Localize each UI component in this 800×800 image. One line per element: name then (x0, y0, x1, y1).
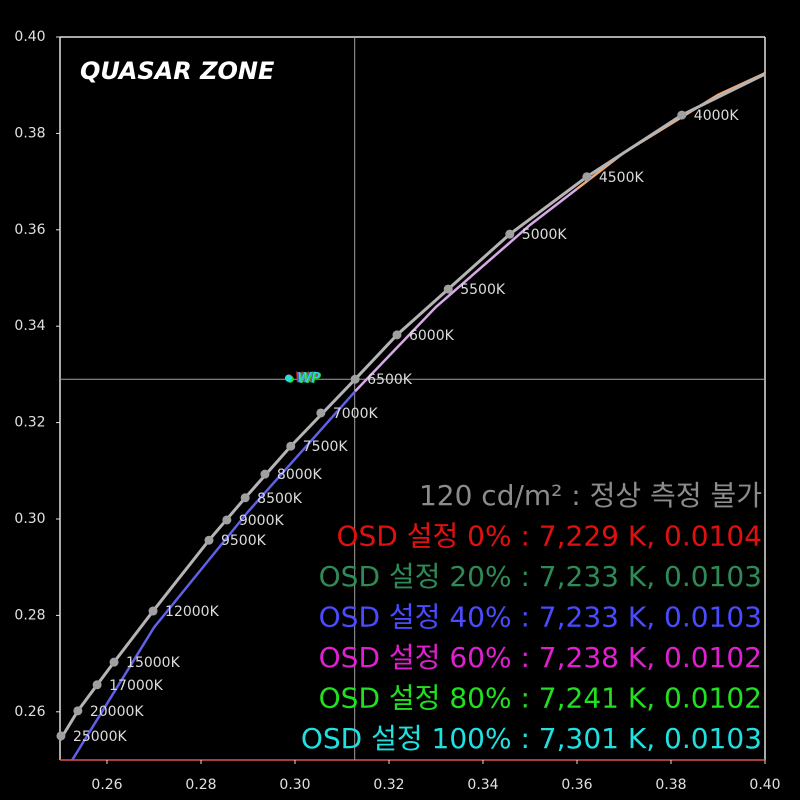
cct-label: 9000K (239, 513, 285, 529)
x-tick-label: 0.34 (467, 777, 498, 793)
cct-label: 4500K (599, 170, 645, 186)
x-tick-label: 0.38 (655, 777, 686, 793)
cct-label: 6000K (409, 328, 455, 344)
y-tick-label: 0.34 (14, 318, 45, 334)
cct-label: 25000K (73, 729, 128, 745)
note: OSD 설정 0% : 7,229 K, 0.0104 (336, 520, 762, 553)
white-point-label: WP (297, 370, 320, 386)
cct-label: 17000K (109, 678, 164, 694)
cct-point (260, 469, 270, 479)
cct-point (148, 606, 158, 616)
cct-label: 7000K (333, 406, 379, 422)
cct-point (286, 441, 296, 451)
note: OSD 설정 80% : 7,241 K, 0.0102 (319, 682, 762, 715)
cct-label: 6500K (367, 372, 413, 388)
cct-point (316, 408, 326, 418)
y-tick-label: 0.32 (14, 415, 45, 431)
measured-line (354, 187, 578, 393)
white-point-label: WP (297, 370, 320, 386)
note: OSD 설정 40% : 7,233 K, 0.0103 (319, 601, 762, 634)
x-tick-label: 0.28 (185, 777, 216, 793)
y-tick-label: 0.40 (14, 29, 45, 45)
cct-point (222, 515, 232, 525)
y-tick-label: 0.36 (14, 222, 45, 238)
x-tick-label: 0.32 (373, 777, 404, 793)
cct-label: 12000K (165, 604, 220, 620)
cct-point (677, 110, 687, 120)
cct-point (240, 493, 250, 503)
cct-label: 8000K (277, 467, 323, 483)
x-tick-label: 0.40 (749, 777, 780, 793)
y-tick-label: 0.38 (14, 125, 45, 141)
y-tick-label: 0.28 (14, 607, 45, 623)
cct-label: 4000K (694, 108, 740, 124)
cct-point (505, 229, 515, 239)
cct-label: 7500K (303, 439, 349, 455)
cct-label: 20000K (90, 704, 145, 720)
white-point (284, 374, 292, 382)
cct-label: 5000K (522, 227, 568, 243)
note: OSD 설정 100% : 7,301 K, 0.0103 (301, 722, 762, 755)
cct-point (204, 535, 214, 545)
note: 120 cd/m² : 정상 측정 불가 (419, 479, 762, 512)
logo: QUASAR ZONE (80, 57, 275, 85)
white-point-label: WP (296, 370, 319, 386)
note: OSD 설정 60% : 7,238 K, 0.0102 (319, 641, 762, 674)
x-tick-label: 0.26 (91, 777, 122, 793)
y-tick-label: 0.30 (14, 511, 45, 527)
cct-label: 15000K (126, 655, 181, 671)
cct-point (56, 731, 66, 741)
cct-point (350, 374, 360, 384)
cct-point (73, 706, 83, 716)
cct-label: 9500K (221, 533, 267, 549)
cct-point (582, 172, 592, 182)
white-point-label: WP (295, 370, 318, 386)
cct-label: 5500K (460, 282, 506, 298)
cct-point (109, 657, 119, 667)
cct-point (443, 284, 453, 294)
measured-line (71, 390, 357, 761)
cct-point (92, 680, 102, 690)
cct-label: 8500K (257, 491, 303, 507)
white-point-label: WP (299, 371, 322, 387)
x-tick-label: 0.30 (279, 777, 310, 793)
white-point-label: WP (298, 371, 321, 387)
cct-point (392, 330, 402, 340)
x-tick-label: 0.36 (561, 777, 592, 793)
note: OSD 설정 20% : 7,233 K, 0.0103 (319, 560, 762, 593)
y-tick-label: 0.26 (14, 704, 45, 720)
